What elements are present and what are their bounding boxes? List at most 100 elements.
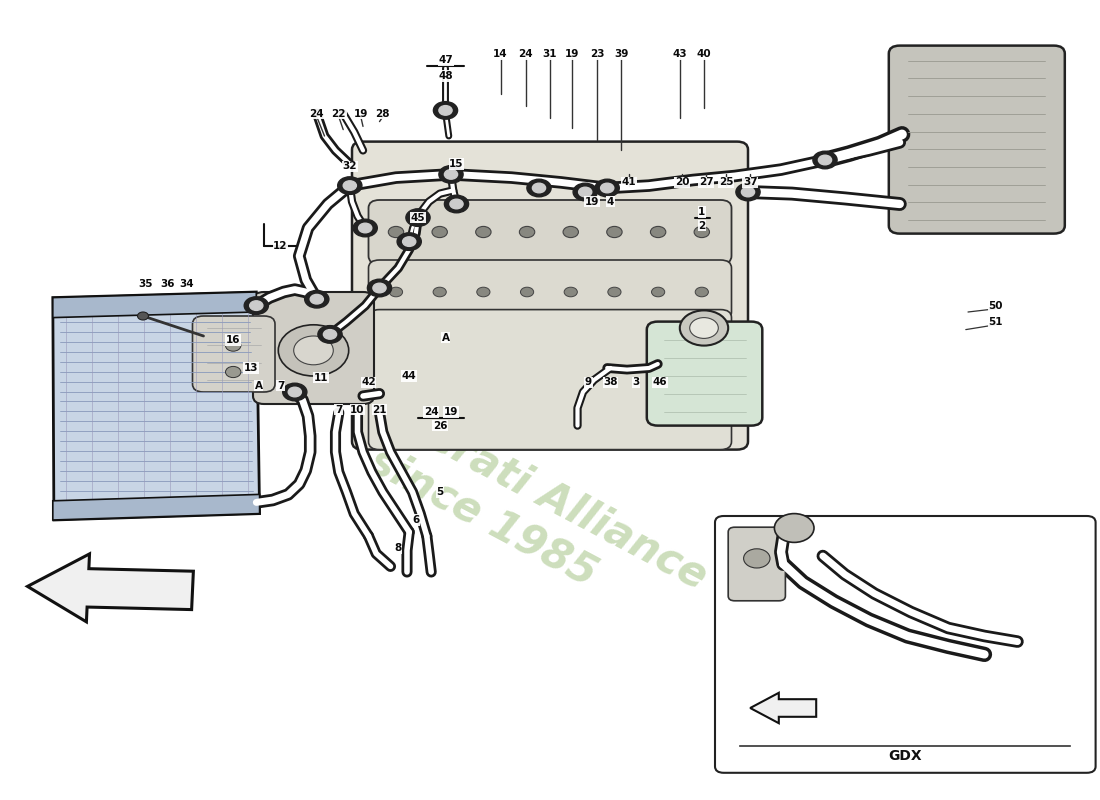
Circle shape — [433, 102, 458, 119]
Circle shape — [520, 287, 534, 297]
Text: 8: 8 — [395, 543, 402, 553]
FancyBboxPatch shape — [253, 292, 374, 404]
Text: 19: 19 — [564, 50, 580, 59]
Circle shape — [250, 301, 263, 310]
Text: 34: 34 — [179, 279, 195, 289]
Text: GDX: GDX — [889, 749, 922, 763]
Text: 23: 23 — [590, 50, 605, 59]
Text: A: A — [441, 333, 450, 342]
Circle shape — [694, 226, 710, 238]
Circle shape — [432, 226, 448, 238]
Text: 27: 27 — [698, 178, 714, 187]
Text: 36: 36 — [160, 279, 175, 289]
Text: 19: 19 — [353, 109, 369, 118]
Text: 44: 44 — [402, 371, 417, 381]
Polygon shape — [53, 292, 256, 318]
Circle shape — [607, 226, 623, 238]
Text: 35: 35 — [138, 279, 153, 289]
Text: 28: 28 — [375, 109, 390, 118]
Text: 12: 12 — [273, 242, 288, 251]
Circle shape — [318, 326, 342, 343]
Circle shape — [278, 325, 349, 376]
Circle shape — [595, 179, 619, 197]
Circle shape — [475, 226, 491, 238]
Text: 38: 38 — [603, 378, 618, 387]
Circle shape — [388, 226, 404, 238]
Text: 3: 3 — [632, 378, 639, 387]
FancyBboxPatch shape — [418, 316, 627, 408]
Text: 31: 31 — [542, 50, 558, 59]
Text: 26: 26 — [432, 421, 448, 430]
Text: 45: 45 — [410, 213, 426, 222]
Circle shape — [294, 336, 333, 365]
Circle shape — [433, 287, 447, 297]
Text: 7: 7 — [336, 405, 342, 414]
Circle shape — [813, 151, 837, 169]
FancyBboxPatch shape — [192, 316, 275, 392]
Text: 46: 46 — [652, 378, 668, 387]
Text: 37: 37 — [742, 178, 758, 187]
Text: 2: 2 — [698, 221, 705, 230]
Text: 48: 48 — [438, 71, 453, 81]
Text: 13: 13 — [243, 363, 258, 373]
Text: 7: 7 — [277, 381, 284, 390]
Text: 50: 50 — [988, 301, 1003, 310]
Text: 41: 41 — [621, 178, 637, 187]
Text: 10: 10 — [350, 405, 365, 414]
Text: 24: 24 — [424, 407, 439, 417]
Text: 47: 47 — [438, 55, 453, 65]
Circle shape — [439, 106, 452, 115]
Circle shape — [411, 213, 425, 222]
Circle shape — [564, 287, 578, 297]
Circle shape — [650, 226, 666, 238]
Circle shape — [367, 279, 392, 297]
Circle shape — [695, 287, 708, 297]
Circle shape — [818, 155, 832, 165]
Text: a Maserati Alliance
since 1985: a Maserati Alliance since 1985 — [276, 351, 714, 641]
Text: 4: 4 — [607, 197, 614, 206]
Circle shape — [226, 340, 241, 351]
Text: 22: 22 — [331, 109, 346, 118]
Circle shape — [601, 183, 614, 193]
Circle shape — [579, 187, 592, 197]
Circle shape — [736, 183, 760, 201]
Circle shape — [651, 287, 664, 297]
Text: 16: 16 — [226, 335, 241, 345]
Circle shape — [519, 226, 535, 238]
FancyBboxPatch shape — [352, 142, 748, 450]
Text: 24: 24 — [518, 50, 534, 59]
Circle shape — [774, 514, 814, 542]
Circle shape — [359, 223, 372, 233]
Circle shape — [226, 366, 241, 378]
Text: 24: 24 — [309, 109, 324, 118]
FancyBboxPatch shape — [728, 527, 785, 601]
Text: A: A — [254, 381, 263, 390]
FancyBboxPatch shape — [715, 516, 1096, 773]
Circle shape — [690, 318, 718, 338]
Text: 11: 11 — [314, 373, 329, 382]
FancyBboxPatch shape — [647, 322, 762, 426]
Circle shape — [244, 297, 268, 314]
Circle shape — [741, 187, 755, 197]
Text: 14: 14 — [493, 50, 508, 59]
Circle shape — [439, 166, 463, 183]
Circle shape — [444, 170, 458, 179]
Circle shape — [353, 219, 377, 237]
Circle shape — [563, 226, 579, 238]
Circle shape — [744, 549, 770, 568]
Circle shape — [406, 209, 430, 226]
Circle shape — [444, 195, 469, 213]
Circle shape — [573, 183, 597, 201]
Circle shape — [403, 237, 416, 246]
Text: 25: 25 — [718, 178, 734, 187]
Circle shape — [532, 183, 546, 193]
Circle shape — [389, 287, 403, 297]
Text: 19: 19 — [584, 197, 600, 206]
Circle shape — [138, 312, 148, 320]
Text: 42: 42 — [361, 378, 376, 387]
FancyBboxPatch shape — [368, 310, 732, 450]
Text: 32: 32 — [342, 162, 358, 171]
Circle shape — [476, 287, 490, 297]
Polygon shape — [53, 494, 260, 520]
Circle shape — [323, 330, 337, 339]
